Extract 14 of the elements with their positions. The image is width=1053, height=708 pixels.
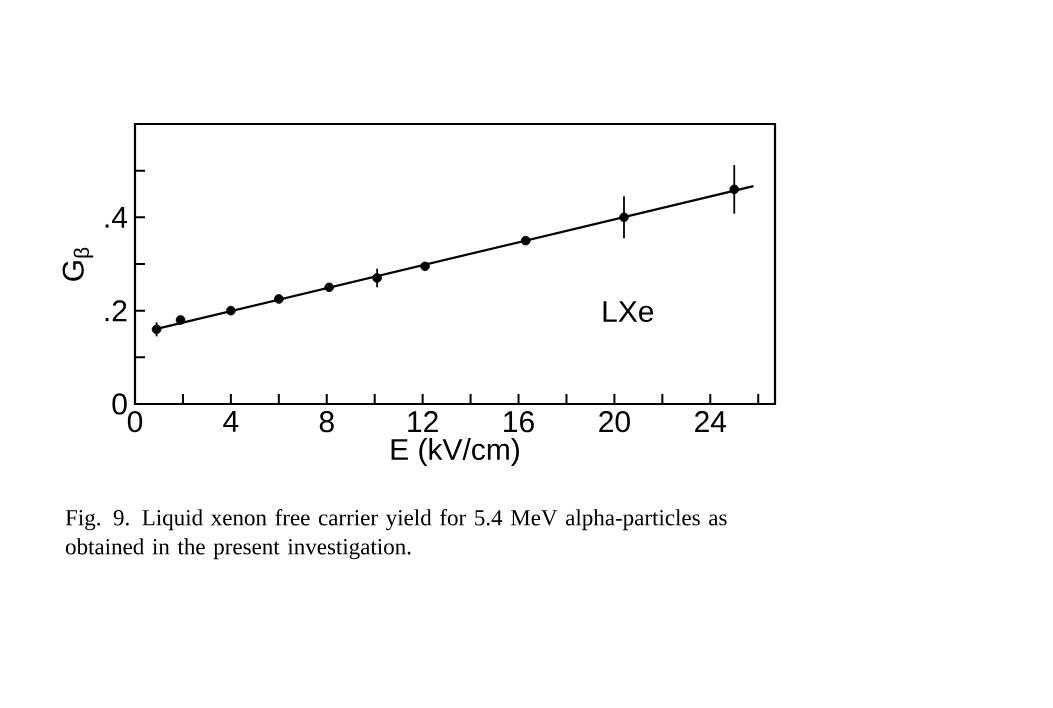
caption: Fig. 9. Liquid xenon free carrier yield for 5.4 MeV alpha-particles as obtained in the present investigation. [65, 509, 727, 560]
y-tick-label: 0 [112, 393, 127, 415]
x-tick-label: 16 [504, 411, 534, 433]
annotation: LXe [603, 301, 654, 323]
x-tick-label: 24 [695, 411, 727, 433]
y-tick-label: .2 [105, 300, 127, 322]
x-tick-label: 8 [319, 411, 334, 433]
x-tick-label: 0 [127, 411, 143, 433]
x-tick-label: 20 [599, 411, 630, 433]
y-tick-label: .4 [105, 207, 128, 228]
x-axis-title: E (kV/cm) [391, 438, 519, 466]
x-tick-label: 12 [408, 411, 438, 433]
x-tick-label: 4 [223, 411, 239, 432]
y-axis-title: G$_{β}$ [62, 247, 94, 281]
